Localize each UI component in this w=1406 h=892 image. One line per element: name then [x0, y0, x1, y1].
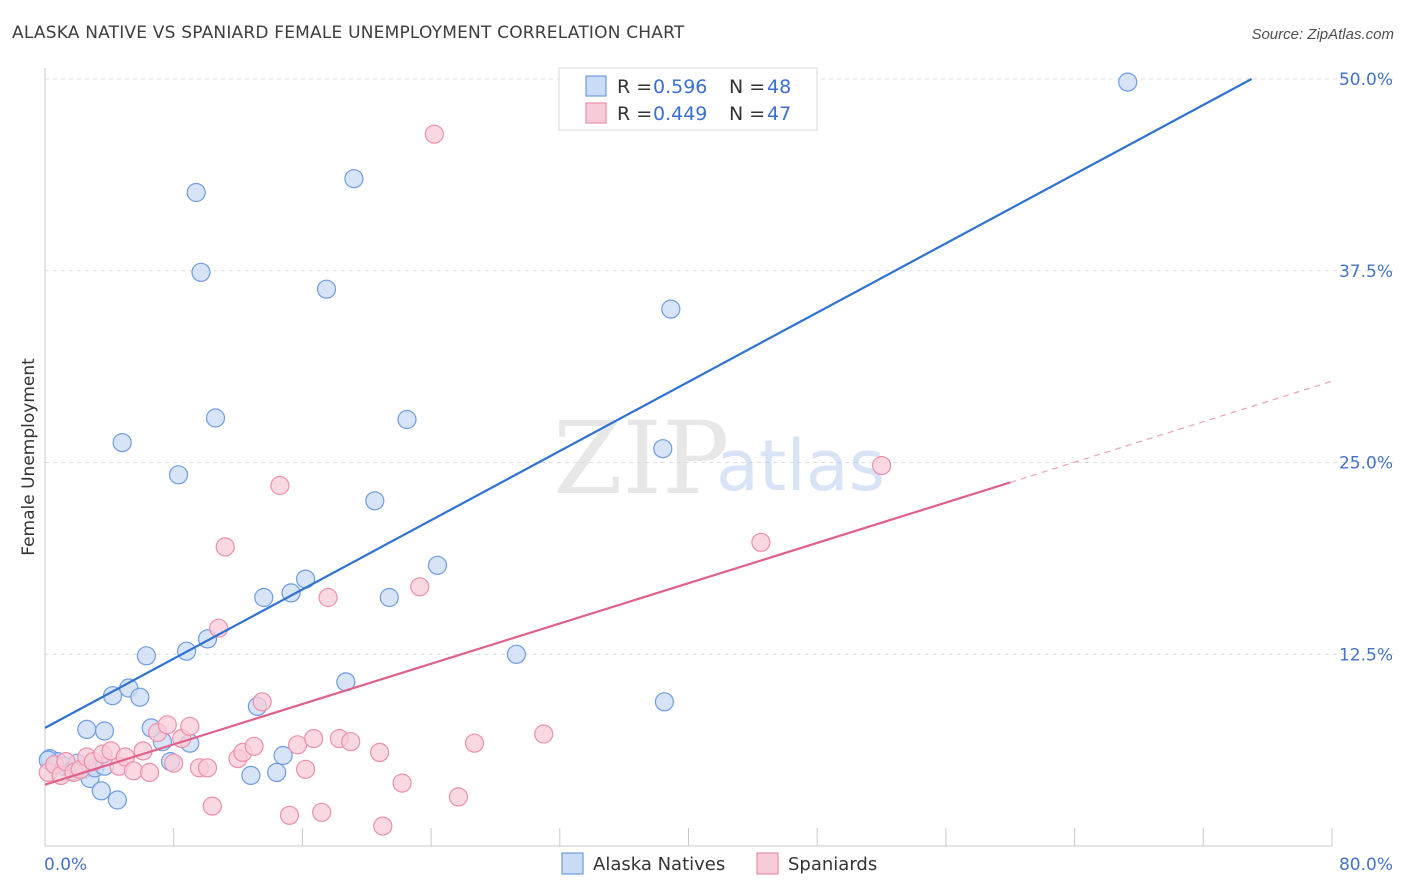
data-point	[392, 773, 412, 793]
data-point	[427, 555, 448, 575]
legend-r-label-alaska: R =	[617, 76, 652, 98]
trend-line-alaska-natives	[44, 78, 1253, 729]
data-point	[279, 805, 300, 825]
data-point	[312, 802, 332, 822]
data-point	[254, 587, 274, 608]
data-point	[751, 532, 771, 552]
data-point	[107, 790, 128, 810]
data-point	[270, 475, 290, 496]
data-point	[288, 735, 308, 755]
legend-n-label-alaska: N =	[729, 76, 765, 98]
data-point	[506, 644, 527, 664]
data-point	[202, 796, 222, 816]
data-point	[365, 491, 385, 511]
data-point	[244, 736, 264, 756]
chart-title: ALASKA NATIVE VS SPANIARD FEMALE UNEMPLO…	[12, 23, 685, 43]
data-point	[534, 724, 554, 744]
data-point	[130, 687, 150, 707]
y-tick-label-1: 25.0%	[1339, 454, 1393, 474]
data-point	[653, 439, 673, 459]
series-legend-swatch-alaska	[561, 852, 584, 875]
series-legend-swatch-spaniards	[756, 852, 779, 875]
data-point	[197, 758, 218, 778]
points-layer	[38, 72, 1138, 836]
data-point	[871, 456, 892, 476]
watermark-atlas: atlas	[716, 425, 885, 507]
data-point	[112, 433, 132, 453]
data-point	[180, 716, 200, 736]
data-point	[341, 732, 361, 752]
data-point	[273, 745, 293, 766]
trend-line-extension-spaniards	[1010, 380, 1333, 484]
data-point	[186, 182, 206, 203]
legend-n-value-spaniards: 47	[767, 103, 791, 125]
chart-source: Source: ZipAtlas.com	[1251, 26, 1394, 43]
y-tick-labels: 12.5% 25.0% 37.5% 50.0%	[1339, 70, 1393, 665]
watermark-zip: ZIP	[553, 400, 729, 517]
legend-n-value-alaska: 48	[767, 76, 791, 98]
data-point	[267, 762, 287, 783]
gridlines	[45, 78, 1395, 655]
data-point	[136, 646, 156, 666]
x-tick-label-min: 0.0%	[44, 855, 87, 875]
data-point	[373, 816, 393, 836]
data-point	[77, 719, 97, 740]
trend-line-spaniards	[44, 481, 1011, 786]
data-point	[304, 728, 324, 749]
data-point	[215, 537, 235, 557]
data-point	[410, 577, 430, 597]
data-point	[123, 761, 144, 781]
data-point	[1118, 72, 1138, 92]
data-point	[205, 408, 226, 428]
y-tick-label-0: 12.5%	[1339, 645, 1393, 665]
data-point	[164, 753, 184, 773]
data-point	[91, 781, 111, 801]
data-point	[661, 299, 681, 319]
legend-swatch-spaniards	[585, 102, 607, 124]
y-tick-label-3: 50.0%	[1339, 70, 1393, 90]
data-point	[448, 787, 468, 807]
data-point	[316, 279, 337, 299]
data-point	[424, 124, 444, 144]
legend-r-value-spaniards: 0.449	[653, 103, 707, 125]
stats-legend: R = 0.596 N = 48 R = 0.449 N = 47	[558, 67, 818, 131]
data-point	[252, 692, 272, 712]
data-point	[318, 587, 338, 608]
data-point	[397, 409, 417, 430]
data-point	[191, 262, 211, 282]
watermark: ZIP atlas	[553, 400, 885, 517]
series-legend-label-spaniards: Spaniards	[788, 854, 877, 875]
series-legend-label-alaska: Alaska Natives	[593, 854, 725, 875]
x-axis-ticks	[44, 828, 1333, 846]
data-point	[379, 587, 399, 608]
y-tick-label-2: 37.5%	[1339, 262, 1393, 282]
data-point	[168, 465, 189, 485]
data-point	[241, 765, 261, 786]
data-point	[464, 733, 485, 753]
data-point	[654, 692, 675, 712]
data-point	[370, 742, 390, 763]
data-point	[157, 715, 177, 735]
legend-r-value-alaska: 0.596	[653, 76, 707, 98]
x-tick-label-max: 80.0%	[1339, 855, 1393, 875]
data-point	[296, 759, 316, 779]
y-axis-title: Female Unemployment	[19, 358, 39, 556]
data-point	[94, 721, 115, 741]
trend-layer	[44, 78, 1333, 786]
series-legend: Alaska Natives Spaniards	[561, 852, 877, 875]
legend-swatch-alaska	[585, 75, 607, 97]
legend-n-label-spaniards: N =	[729, 103, 765, 125]
data-point	[140, 762, 160, 783]
data-point	[344, 169, 364, 189]
legend-r-label-spaniards: R =	[617, 103, 652, 125]
